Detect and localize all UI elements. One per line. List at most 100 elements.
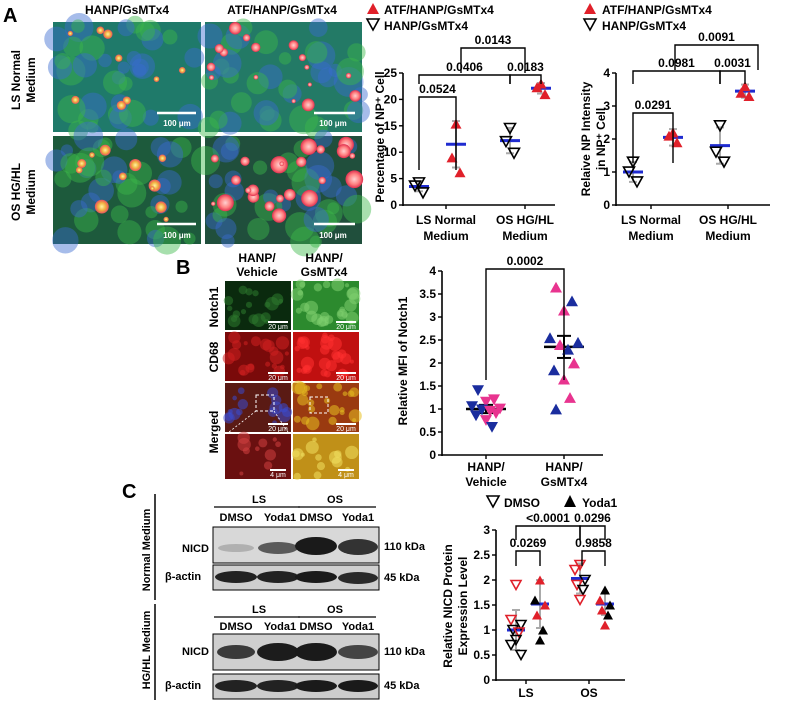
svg-text:Normal Medium: Normal Medium	[141, 509, 153, 592]
micro-np-cell-2-0	[94, 199, 109, 214]
chart-a1-ytick-label-3: 15	[384, 119, 398, 133]
chart-c-br2-bracket	[579, 525, 606, 540]
micro-texture-0-27	[142, 109, 159, 126]
b-micro-texture-7-6	[293, 472, 301, 481]
micro-np-cell-1-15	[214, 44, 224, 54]
blot2-lane-4: Yoda1	[342, 621, 374, 633]
legend-c-marker-dmso	[485, 495, 501, 509]
micro-texture-0-28	[71, 19, 85, 33]
legend-a1-marker-hanp	[365, 18, 381, 32]
b-micro-texture-3-27	[318, 357, 331, 370]
chart-a2-ytick-label-1: 1	[603, 165, 610, 179]
b-micro-texture-4-8	[237, 387, 245, 395]
chart-c-point-s1-c0-4	[538, 625, 548, 635]
b-row-label-cd68: CD68	[207, 341, 221, 372]
micro-np-cell-2-1	[158, 154, 167, 163]
micro-texture-0-14	[47, 55, 73, 80]
svg-text:Percentage of NP⁺ Cell: Percentage of NP⁺ Cell	[373, 71, 387, 202]
chart-a2-point-s0-c0-2	[630, 176, 644, 189]
micro-texture-1-3	[282, 84, 302, 104]
blot1-lane-1: DMSO	[220, 512, 253, 524]
chart-b-point-g1-8	[548, 364, 560, 376]
micro-texture-3-25	[291, 168, 321, 197]
micro-texture-0-20	[126, 15, 144, 34]
chart-c-ytick-label-0: 0	[483, 673, 490, 687]
micro-np-cell-1-13	[307, 82, 312, 87]
chart-a1-point-s0-c0-1	[408, 180, 422, 193]
b-scalebars: 20 μm 20 μm 20 μm 20 μm 20 μm 20 μm 4 μm…	[228, 321, 356, 479]
chart-a2-point-s1-c1-1	[735, 87, 747, 98]
micro-texture-1-13	[222, 67, 239, 84]
micro-texture-1-20	[289, 105, 319, 135]
micro-texture-2-0	[117, 178, 147, 208]
b-micro-texture-7-12	[305, 440, 319, 454]
chart-a1-point-s0-c0-0	[412, 177, 426, 190]
b-micro-texture-1-26	[324, 315, 334, 324]
micro-texture-3-19	[252, 160, 268, 175]
micro-image-os-atf	[205, 136, 362, 244]
b-micro-texture-5-15	[302, 390, 308, 397]
svg-text:LS Normal: LS Normal	[621, 213, 681, 227]
micro-np-cell-2-9	[89, 152, 95, 158]
micro-np-cell-3-8	[211, 201, 216, 206]
b-micro-texture-6-2	[239, 471, 244, 476]
b-img-zoom-vehicle	[225, 434, 291, 479]
svg-text:ATF/HANP/GsMTx4: ATF/HANP/GsMTx4	[384, 3, 494, 17]
micro-np-cell-0-3	[96, 26, 105, 35]
blot1-row-actin: β-actin	[165, 571, 201, 583]
b-micro-texture-0-10	[240, 309, 247, 315]
b-micro-texture-7-10	[312, 437, 317, 442]
micro-np-cell-2-3	[129, 158, 142, 172]
b-micro-texture-4-2	[237, 399, 249, 410]
micro-scalebars: 100 μm 100 μm 100 μm 100 μm	[157, 111, 355, 240]
chart-a1-br3-bracket	[509, 74, 542, 84]
chart-a1: Percentage of NP⁺ Cell LS Normal Medium …	[373, 33, 555, 243]
b-micro-texture-2-19	[245, 363, 255, 373]
b-micro-texture-5-1	[293, 415, 301, 423]
chart-a1-ytick-label-5: 25	[384, 66, 398, 80]
b-micro-texture-5-0	[328, 416, 337, 426]
micro-np-cell-0-6	[71, 95, 80, 104]
b-micro-texture-1-24	[337, 310, 344, 317]
chart-a1-br2-pvalue: 0.0406	[446, 60, 483, 74]
chart-a2-point-s1-c1-0	[739, 81, 751, 92]
chart-c-ytick-label-5: 2.5	[473, 548, 490, 562]
blot1-lane-3: DMSO	[300, 512, 333, 524]
micro-texture-1-16	[213, 58, 230, 75]
chart-a2-br3-bracket	[719, 70, 746, 84]
blot1-row-nicd: NICD	[182, 543, 209, 555]
b-micro-texture-1-19	[299, 281, 306, 288]
b-micro-texture-6-6	[242, 447, 250, 455]
micro-np-cell-1-0	[251, 42, 261, 53]
b-row-label-merged: Merged	[207, 411, 221, 454]
micro-texture-1-32	[209, 110, 228, 129]
chart-c-point-s0-c0-0	[509, 579, 523, 592]
micro-np-cell-3-22	[300, 138, 317, 155]
chart-a1-point-s1-c1-1	[531, 82, 543, 93]
chart-a1-xlabel-1: LS Normal Medium	[416, 213, 476, 243]
micro-np-cell-3-23	[301, 189, 318, 207]
micro-texture-2-27	[60, 153, 81, 174]
micro-texture-1-5	[309, 18, 328, 38]
micro-texture-3-8	[304, 164, 333, 193]
micro-texture-2-32	[153, 226, 182, 255]
micro-np-cell-1-7	[229, 22, 242, 35]
svg-text:Medium: Medium	[24, 57, 38, 102]
chart-a2-ytick-label-2: 2	[603, 132, 610, 146]
micro-np-cell-3-7	[349, 152, 356, 159]
b-micro-texture-6-5	[264, 449, 277, 461]
b-micro-texture-5-9	[307, 399, 315, 407]
micro-texture-0-9	[126, 50, 142, 66]
chart-c-br3-bracket	[515, 550, 541, 566]
blot2-kda-45: 45 kDa	[384, 680, 420, 692]
micro-np-cell-1-8	[349, 90, 362, 102]
blot2-side-label: HG/HL Medium	[141, 610, 153, 689]
micro-texture-1-25	[304, 41, 328, 64]
b-micro-texture-5-21	[352, 418, 357, 423]
chart-a1-br1-bracket	[418, 96, 457, 170]
svg-text:Relaive NP Intensity: Relaive NP Intensity	[579, 81, 593, 196]
micro-texture-1-27	[246, 72, 269, 95]
micro-texture-0-17	[79, 35, 105, 61]
b-micro-texture-7-13	[316, 462, 326, 471]
micro-texture-0-6	[56, 56, 86, 86]
